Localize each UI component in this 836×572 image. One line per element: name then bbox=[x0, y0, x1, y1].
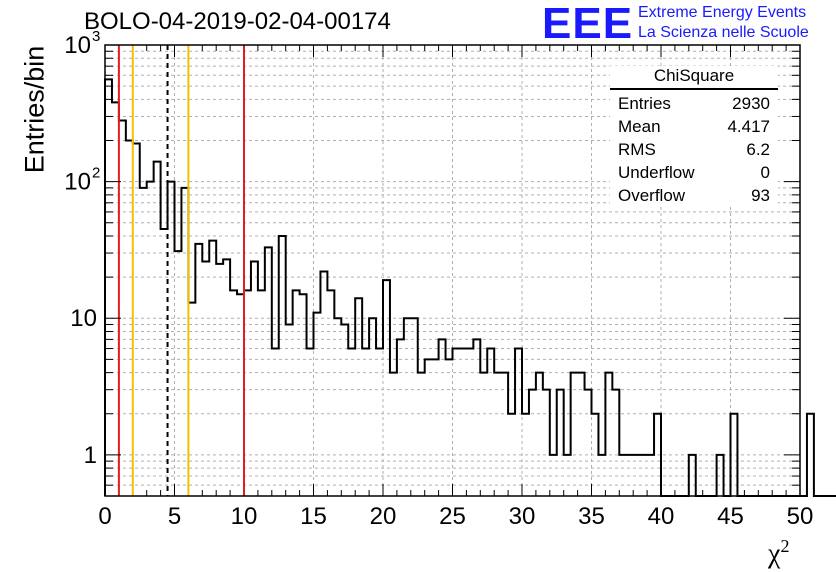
x-tick-label: 10 bbox=[231, 503, 258, 530]
x-tick-label: 45 bbox=[717, 503, 744, 530]
histogram-outline bbox=[104, 78, 836, 497]
y-tick-label: 10 bbox=[64, 169, 91, 196]
stats-value: 0 bbox=[760, 163, 770, 182]
grid-lines bbox=[105, 45, 800, 496]
stats-label: RMS bbox=[618, 140, 656, 159]
stats-row-rms: RMS 6.2 bbox=[610, 138, 778, 161]
y-tick-exponent: 2 bbox=[92, 165, 100, 182]
stats-label: Mean bbox=[618, 117, 661, 136]
y-tick-label: 10 bbox=[64, 32, 91, 59]
histogram-series bbox=[104, 78, 836, 497]
x-axis-label-base: χ bbox=[768, 538, 781, 570]
x-axis-ticks: 0 5 10 15 20 25 30 35 40 45 50 bbox=[98, 503, 813, 530]
org-name-line2: La Scienza nelle Scuole bbox=[638, 24, 809, 41]
stats-row-overflow: Overflow 93 bbox=[610, 184, 778, 207]
stats-label: Overflow bbox=[618, 186, 686, 205]
chart-title: BOLO-04-2019-02-04-00174 bbox=[84, 8, 391, 35]
org-name-line1: Extreme Energy Events bbox=[638, 4, 807, 21]
x-tick-label: 0 bbox=[98, 503, 111, 530]
x-axis-label-exponent: 2 bbox=[780, 536, 790, 556]
reference-lines bbox=[117, 45, 245, 496]
stats-label: Underflow bbox=[618, 163, 695, 182]
x-tick-label: 15 bbox=[300, 503, 327, 530]
stats-value: 4.417 bbox=[727, 117, 770, 136]
x-tick-label: 50 bbox=[787, 503, 814, 530]
plot-border bbox=[104, 44, 801, 497]
stats-label: Entries bbox=[618, 94, 671, 113]
stats-row-entries: Entries 2930 bbox=[610, 92, 778, 115]
stats-box: ChiSquare Entries 2930 Mean 4.417 RMS 6.2 U… bbox=[610, 66, 778, 207]
y-axis-label: Entries/bin bbox=[19, 45, 50, 174]
eee-logo: EEE bbox=[542, 0, 634, 48]
x-tick-label: 30 bbox=[509, 503, 536, 530]
y-tick-label: 10 bbox=[70, 305, 97, 332]
y-tick-label: 1 bbox=[84, 442, 97, 469]
plot-frame bbox=[104, 44, 801, 497]
x-axis-label: χ2 bbox=[768, 536, 789, 570]
stats-value: 6.2 bbox=[746, 140, 770, 159]
x-tick-label: 25 bbox=[439, 503, 466, 530]
x-tick-label: 35 bbox=[578, 503, 605, 530]
stats-box-title: ChiSquare bbox=[610, 66, 778, 90]
stats-value: 2930 bbox=[732, 94, 770, 113]
x-tick-label: 20 bbox=[370, 503, 397, 530]
stats-row-underflow: Underflow 0 bbox=[610, 161, 778, 184]
stats-row-mean: Mean 4.417 bbox=[610, 115, 778, 138]
stats-value: 93 bbox=[751, 186, 770, 205]
y-tick-exponent: 3 bbox=[92, 28, 100, 45]
x-tick-label: 5 bbox=[168, 503, 181, 530]
x-tick-label: 40 bbox=[648, 503, 675, 530]
